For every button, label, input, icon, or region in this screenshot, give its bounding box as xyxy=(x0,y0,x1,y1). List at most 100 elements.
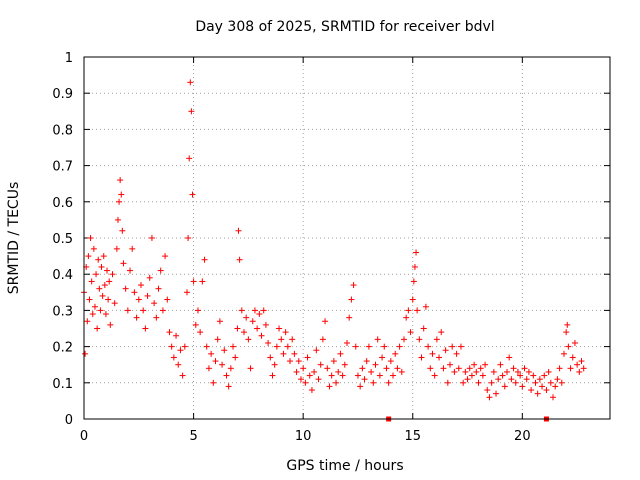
y-tick-labels: 0 0.1 0.2 0.3 0.4 0.5 0.6 0.7 0.8 0.9 1 xyxy=(52,51,73,428)
data-point xyxy=(208,350,215,357)
data-point xyxy=(418,354,425,361)
data-point xyxy=(370,379,377,386)
data-point xyxy=(194,307,201,314)
data-point xyxy=(129,245,136,252)
data-point xyxy=(170,354,177,361)
data-point xyxy=(104,267,111,274)
y-tick-label: 0 xyxy=(65,413,73,428)
data-point xyxy=(337,350,344,357)
data-point xyxy=(416,336,423,343)
data-point xyxy=(122,285,129,292)
data-point xyxy=(438,329,445,336)
x-axis-label: GPS time / hours xyxy=(286,458,403,474)
data-point xyxy=(313,347,320,354)
data-point xyxy=(258,332,265,339)
data-point xyxy=(574,361,581,368)
data-point xyxy=(387,358,394,365)
data-point xyxy=(142,325,149,332)
data-point xyxy=(411,263,418,270)
data-point xyxy=(322,318,329,325)
data-point xyxy=(127,267,134,274)
data-point xyxy=(379,354,386,361)
data-point xyxy=(354,372,361,379)
data-point xyxy=(177,347,184,354)
data-point xyxy=(442,347,449,354)
data-point xyxy=(422,303,429,310)
data-point xyxy=(495,376,502,383)
data-point xyxy=(113,245,120,252)
data-point xyxy=(243,314,250,321)
data-point xyxy=(100,253,107,260)
data-point xyxy=(414,307,421,314)
data-point xyxy=(133,314,140,321)
data-point xyxy=(162,253,169,260)
data-point xyxy=(90,245,97,252)
data-point xyxy=(479,372,486,379)
data-point xyxy=(117,177,124,184)
y-axis-label: SRMTID / TECUs xyxy=(6,182,22,295)
x-tick-label: 10 xyxy=(295,429,312,444)
data-point xyxy=(124,307,131,314)
data-point xyxy=(420,325,427,332)
data-point xyxy=(341,361,348,368)
data-point xyxy=(433,336,440,343)
data-point xyxy=(135,296,142,303)
data-point xyxy=(106,278,113,285)
data-point xyxy=(550,394,557,401)
y-tick-label: 0.6 xyxy=(52,196,73,211)
data-point xyxy=(82,350,89,357)
data-point xyxy=(348,296,355,303)
data-point xyxy=(302,379,309,386)
data-point xyxy=(271,361,278,368)
data-point xyxy=(528,387,535,394)
data-point xyxy=(405,307,412,314)
data-point xyxy=(265,339,272,346)
data-point xyxy=(291,350,298,357)
data-point xyxy=(403,314,410,321)
data-point xyxy=(227,365,234,372)
data-point xyxy=(293,368,300,375)
data-point xyxy=(350,282,357,289)
data-point xyxy=(560,350,567,357)
data-point xyxy=(315,376,322,383)
chart-title: Day 308 of 2025, SRMTID for receiver bdv… xyxy=(195,19,494,35)
data-point xyxy=(151,300,158,307)
data-point xyxy=(330,358,337,365)
data-point xyxy=(175,361,182,368)
data-point xyxy=(396,343,403,350)
data-point xyxy=(186,155,193,162)
data-point xyxy=(262,321,269,328)
data-point xyxy=(84,318,91,325)
data-point xyxy=(471,361,478,368)
data-point xyxy=(105,296,112,303)
data-point xyxy=(381,343,388,350)
data-point xyxy=(543,387,550,394)
data-point xyxy=(276,325,283,332)
data-point xyxy=(565,343,572,350)
data-point xyxy=(569,354,576,361)
data-point xyxy=(148,235,155,241)
data-point xyxy=(93,271,100,278)
data-point xyxy=(525,368,532,375)
data-point xyxy=(201,256,208,263)
data-point xyxy=(475,379,482,386)
data-point xyxy=(506,354,513,361)
data-point xyxy=(107,321,114,328)
y-tick-label: 0.1 xyxy=(52,377,73,392)
data-point xyxy=(225,383,232,390)
data-point xyxy=(295,358,302,365)
data-point xyxy=(235,227,242,234)
data-point xyxy=(304,354,311,361)
data-point xyxy=(221,347,228,354)
data-point xyxy=(203,343,210,350)
data-point xyxy=(89,311,96,318)
data-point xyxy=(306,372,313,379)
data-point xyxy=(99,292,106,299)
data-point xyxy=(547,379,554,386)
data-point xyxy=(400,336,407,343)
data-point xyxy=(240,329,247,336)
data-point xyxy=(155,285,162,292)
data-point xyxy=(447,361,454,368)
data-point xyxy=(392,350,399,357)
